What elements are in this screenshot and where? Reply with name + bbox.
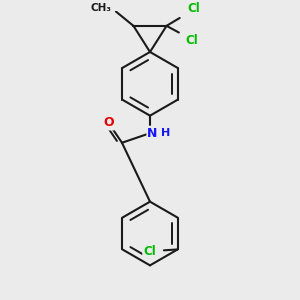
Text: O: O <box>103 116 114 130</box>
Text: Cl: Cl <box>186 34 198 47</box>
Text: N: N <box>147 127 158 140</box>
Text: CH₃: CH₃ <box>90 3 111 13</box>
Text: Cl: Cl <box>143 244 156 257</box>
Text: Cl: Cl <box>187 2 200 16</box>
Text: H: H <box>161 128 170 138</box>
